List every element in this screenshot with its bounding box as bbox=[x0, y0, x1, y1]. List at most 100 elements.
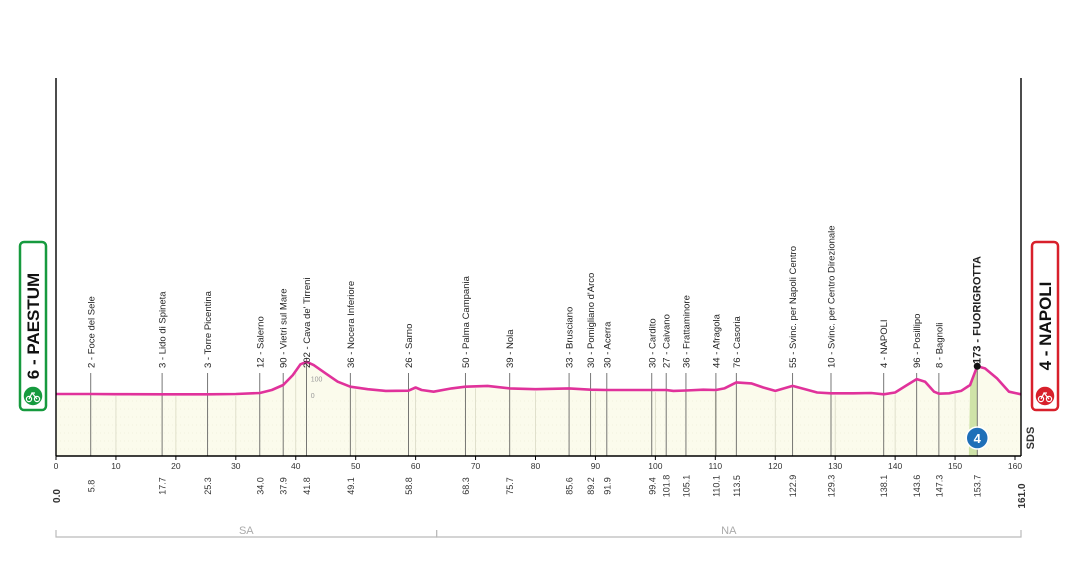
x-tick-label: 60 bbox=[411, 461, 421, 471]
waypoint-km-label: 153.7 bbox=[973, 475, 983, 498]
waypoint-km-label: 34.0 bbox=[255, 477, 265, 495]
elevation-mark: 0 bbox=[311, 393, 315, 400]
waypoint-label: 27 - Caivano bbox=[662, 314, 673, 368]
x-tick-label: 140 bbox=[888, 461, 902, 471]
waypoint-label: 30 - Cardito bbox=[647, 318, 658, 368]
x-tick-label: 30 bbox=[231, 461, 241, 471]
bike-wheel-icon bbox=[33, 395, 41, 403]
finish-badge: 4 - NAPOLI bbox=[1030, 240, 1060, 412]
waypoint-km-label: 75.7 bbox=[505, 477, 515, 495]
town-badges: 6 - PAESTUM 4 - NAPOLI bbox=[18, 240, 1060, 412]
start-badge: 6 - PAESTUM bbox=[18, 240, 48, 412]
waypoint-label: 202 - Cava de' Tirreni bbox=[302, 277, 313, 368]
bike-frame-icon bbox=[1040, 391, 1050, 400]
start-km-label: 0.0 bbox=[52, 489, 63, 503]
waypoint-km-label: 58.8 bbox=[404, 477, 414, 495]
x-tick-label: 150 bbox=[948, 461, 962, 471]
x-tick-label: 70 bbox=[471, 461, 481, 471]
waypoint-km-label: 17.7 bbox=[158, 477, 168, 495]
waypoint-km-label: 138.1 bbox=[879, 475, 889, 498]
province-bracket bbox=[436, 530, 1022, 538]
waypoint-km-label: 143.6 bbox=[912, 475, 922, 498]
x-axis-ticks: 0 10 20 30 40 50 60 70 80 90 100 110 120 130 140 150 160 bbox=[54, 456, 1022, 471]
waypoint-label: 36 - Nocera Inferiore bbox=[346, 281, 357, 368]
elevation-area: 100 0 4 bbox=[56, 360, 1022, 450]
waypoint-label: 50 - Palma Campania bbox=[461, 275, 472, 368]
chart-frame: SDS bbox=[55, 78, 1037, 457]
finish-badge-icon bbox=[1034, 385, 1056, 407]
x-tick-label: 100 bbox=[648, 461, 662, 471]
waypoint-km-label: 41.8 bbox=[302, 477, 312, 495]
finish-km-label: 161.0 bbox=[1017, 483, 1028, 508]
waypoint-label: 33 - Brusciano bbox=[565, 307, 576, 368]
x-tick-label: 0 bbox=[54, 461, 59, 471]
side-label: SDS bbox=[1025, 427, 1037, 450]
elevation-fill bbox=[56, 361, 1021, 456]
province-brackets: SA NA bbox=[55, 525, 1022, 538]
waypoint-km-label: 5.8 bbox=[86, 480, 96, 493]
waypoint-km-label: 147.3 bbox=[934, 475, 944, 498]
waypoint-km-label: 99.4 bbox=[647, 477, 657, 495]
waypoint-label: 26 - Sarno bbox=[404, 324, 415, 368]
elevation-mark: 100 bbox=[311, 376, 323, 383]
x-tick-label: 130 bbox=[828, 461, 842, 471]
waypoint-km-label: 105.1 bbox=[681, 475, 691, 498]
waypoint-km-label: 113.5 bbox=[732, 475, 742, 497]
waypoint-label: 76 - Casoria bbox=[732, 316, 743, 368]
waypoint-km-label: 85.6 bbox=[565, 477, 575, 495]
start-badge-label: 6 - PAESTUM bbox=[24, 273, 43, 379]
waypoint-label: 2 - Foce del Sele bbox=[86, 296, 97, 368]
start-badge-icon bbox=[22, 385, 44, 407]
waypoint-label: 30 - Acerra bbox=[602, 321, 613, 368]
x-tick-label: 80 bbox=[531, 461, 541, 471]
waypoint-km-label: 89.2 bbox=[586, 477, 596, 495]
gpm-category-label: 4 bbox=[974, 431, 982, 446]
waypoint-km-label: 68.3 bbox=[461, 477, 471, 495]
waypoint-label: 39 - Nola bbox=[505, 329, 516, 368]
x-tick-label: 120 bbox=[768, 461, 782, 471]
waypoint-km-label: 91.9 bbox=[602, 477, 612, 495]
waypoint-km-label: 101.8 bbox=[662, 475, 672, 498]
bike-frame-icon bbox=[28, 391, 38, 400]
x-tick-label: 50 bbox=[351, 461, 361, 471]
waypoint-label: 4 - NAPOLI bbox=[879, 319, 890, 368]
x-tick-label: 10 bbox=[111, 461, 121, 471]
waypoint-lines bbox=[90, 357, 978, 456]
bike-wheel-icon bbox=[1037, 395, 1045, 403]
gpm-category-badge bbox=[965, 426, 989, 450]
x-tick-label: 110 bbox=[709, 461, 723, 471]
waypoint-labels: 2 - Foce del Sele 3 - Lido di Spineta 3 - … bbox=[86, 225, 983, 368]
waypoint-km-label: 25.3 bbox=[203, 477, 213, 495]
waypoint-label: 12 - Salerno bbox=[255, 316, 266, 368]
waypoint-label: 55 - Svinc. per Napoli Centro bbox=[788, 246, 799, 368]
waypoint-label: 173 - FUORIGROTTA bbox=[972, 256, 984, 364]
waypoint-label: 96 - Posillipo bbox=[912, 314, 923, 368]
x-tick-label: 40 bbox=[291, 461, 301, 471]
waypoint-label: 44 - Afragola bbox=[711, 313, 722, 368]
waypoint-km-label: 110.1 bbox=[711, 475, 721, 497]
finish-badge-label: 4 - NAPOLI bbox=[1036, 282, 1055, 371]
x-tick-label: 90 bbox=[591, 461, 601, 471]
x-tick-label: 160 bbox=[1008, 461, 1022, 471]
waypoint-label: 3 - Lido di Spineta bbox=[158, 291, 169, 368]
waypoint-label: 90 - Vietri sul Mare bbox=[279, 288, 290, 368]
profile-background bbox=[56, 361, 1021, 456]
bike-wheel-icon bbox=[25, 395, 33, 403]
summit-dot bbox=[973, 362, 981, 370]
elevation-line bbox=[56, 360, 1022, 396]
waypoint-km-label: 49.1 bbox=[346, 477, 356, 495]
start-badge-frame bbox=[18, 240, 48, 412]
waypoint-km-label: 37.9 bbox=[279, 477, 289, 495]
x-tick-label: 20 bbox=[171, 461, 181, 471]
waypoint-label: 10 - Svinc. per Centro Direzionale bbox=[826, 225, 837, 368]
waypoint-label: 30 - Pomigliano d'Arco bbox=[586, 273, 597, 368]
waypoint-label: 8 - Bagnoli bbox=[934, 323, 945, 368]
province-label: SA bbox=[239, 525, 254, 537]
waypoint-km-label: 122.9 bbox=[788, 475, 798, 498]
waypoint-km-label: 129.3 bbox=[826, 475, 836, 498]
bike-wheel-icon bbox=[1045, 395, 1053, 403]
waypoint-label: 3 - Torre Picentina bbox=[203, 290, 214, 368]
finish-badge-frame bbox=[1030, 240, 1060, 412]
km-labels: 5.8 17.7 25.3 34.0 37.9 41.8 49.1 58.8 68.3 75.7 8… bbox=[52, 475, 1028, 509]
